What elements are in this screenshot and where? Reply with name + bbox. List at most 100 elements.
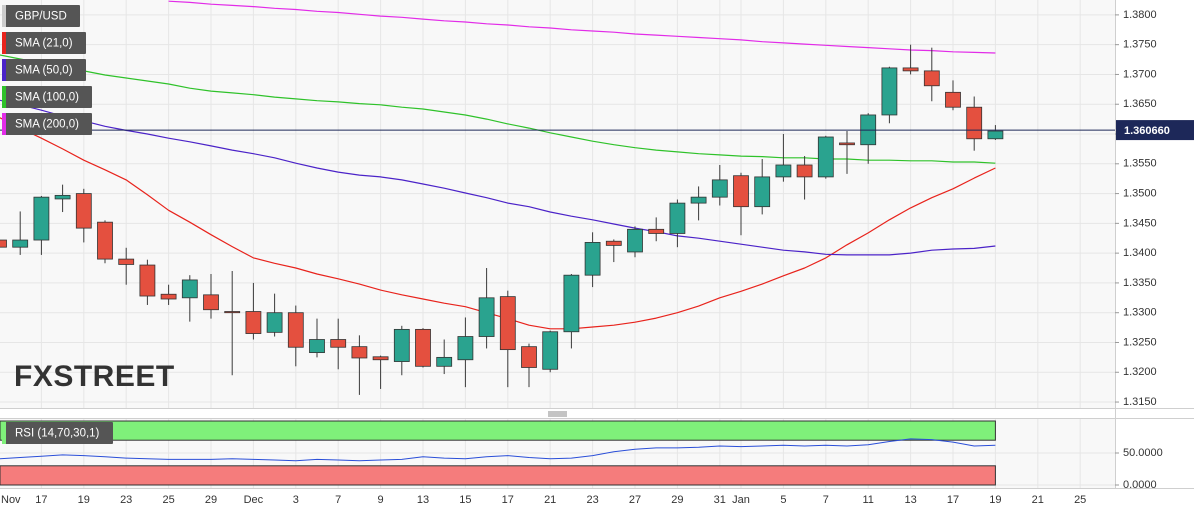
x-tick-label: 7 <box>823 494 829 506</box>
candle-body <box>203 294 219 311</box>
candle-body <box>372 356 389 361</box>
candle-body <box>966 106 983 140</box>
candle-body <box>245 311 262 334</box>
x-tick-label: Jan <box>732 494 750 506</box>
candle-body <box>224 311 241 314</box>
candle-body <box>415 328 431 367</box>
x-tick-label: 13 <box>904 494 916 506</box>
rsi-line <box>0 438 996 462</box>
x-tick-label: Dec <box>244 494 264 506</box>
y-tick-label: 1.3400 <box>1123 247 1157 259</box>
rsi-tick-label: 50.0000 <box>1123 447 1163 459</box>
legend-swatch <box>2 5 6 27</box>
legend-item[interactable]: SMA (50,0) <box>2 59 86 81</box>
y-tick-label: 1.3550 <box>1123 158 1157 170</box>
y-tick-label: 1.3750 <box>1123 39 1157 51</box>
candle-body <box>139 264 156 297</box>
axis-layer: 1.3150 1.3200 1.3250 1.3300 1.3350 1.3400 1.34… <box>1 9 1194 506</box>
rsi-band <box>0 420 996 441</box>
x-tick-label: 21 <box>544 494 556 506</box>
candle-body <box>627 228 643 253</box>
x-tick-label: 11 <box>862 494 873 506</box>
candle-body <box>690 196 707 204</box>
panel-resize-handle[interactable] <box>548 411 567 417</box>
x-tick-label: 17 <box>947 494 959 506</box>
candle-body <box>775 164 792 178</box>
candle-body <box>54 194 71 200</box>
candle-body <box>733 175 749 208</box>
legend-label: SMA (100,0) <box>15 92 79 104</box>
candle-body <box>118 258 135 265</box>
legend-label: GBP/USD <box>15 11 67 23</box>
y-tick-label: 1.3500 <box>1123 187 1157 199</box>
candle-body <box>605 240 622 246</box>
legend-swatch <box>2 113 6 135</box>
candle-body <box>75 193 92 229</box>
legend-label: SMA (50,0) <box>15 65 73 77</box>
candle-body <box>436 356 453 367</box>
x-tick-label: 25 <box>162 494 174 506</box>
candle-body <box>817 136 834 178</box>
y-tick-label: 1.3350 <box>1123 277 1157 289</box>
candle-body <box>711 179 728 198</box>
candle-body <box>796 164 813 178</box>
rsi-plot <box>0 420 996 486</box>
candle-body <box>97 221 113 260</box>
legend-item[interactable]: SMA (200,0) <box>2 113 92 135</box>
legend-box <box>2 86 92 108</box>
candle-body <box>584 242 601 276</box>
y-tick-label: 1.3450 <box>1123 217 1157 229</box>
candle-body <box>351 346 368 359</box>
legend-item[interactable]: SMA (100,0) <box>2 86 92 108</box>
x-tick-label: 17 <box>502 494 514 506</box>
candle-body <box>457 336 474 361</box>
candle-body <box>542 331 559 370</box>
x-tick-label: 7 <box>335 494 341 506</box>
legend-box <box>2 5 80 27</box>
x-tick-label: 23 <box>586 494 598 506</box>
y-tick-label: 1.3650 <box>1123 98 1157 110</box>
x-tick-label: 31 <box>714 494 726 506</box>
candle-body <box>881 67 898 116</box>
x-tick-label: 29 <box>671 494 683 506</box>
legend-label: SMA (200,0) <box>15 119 79 131</box>
candle-body <box>563 274 580 333</box>
x-tick-label: 13 <box>417 494 429 506</box>
candle-body <box>0 239 7 248</box>
candle-body <box>754 176 771 208</box>
legend-box <box>2 32 86 54</box>
sma-line <box>168 0 996 54</box>
x-tick-label: 21 <box>1032 494 1044 506</box>
y-tick-label: 1.3300 <box>1123 307 1157 319</box>
candle-body <box>478 297 495 337</box>
y-tick-label: 1.3700 <box>1123 68 1157 80</box>
y-tick-label: 1.3200 <box>1123 366 1157 378</box>
legend-swatch <box>2 59 6 81</box>
legend-swatch <box>2 86 6 108</box>
legend-box <box>2 59 86 81</box>
legend-swatch <box>2 422 6 444</box>
candle-body <box>923 70 940 87</box>
x-tick-label: 19 <box>989 494 1001 506</box>
candle-body <box>499 296 516 351</box>
x-tick-label: 9 <box>378 494 384 506</box>
x-tick-label: 29 <box>205 494 217 506</box>
rsi-legend-item[interactable]: RSI (14,70,30,1) <box>2 422 113 444</box>
legend-item[interactable]: SMA (21,0) <box>2 32 86 54</box>
candle-body <box>945 91 961 108</box>
legend-swatch <box>2 32 6 54</box>
current-price-label: 1.360660 <box>1124 125 1170 137</box>
sma-line <box>0 99 996 256</box>
candle-body <box>839 142 855 146</box>
candle-body <box>33 196 50 241</box>
sma-line <box>0 117 996 330</box>
x-tick-label: 3 <box>293 494 299 506</box>
legend-item[interactable]: GBP/USD <box>2 5 80 27</box>
candle-body <box>287 312 304 348</box>
candle-body <box>521 346 537 368</box>
x-tick-label: 23 <box>120 494 132 506</box>
x-tick-label: 25 <box>1074 494 1086 506</box>
x-tick-label: 19 <box>78 494 90 506</box>
candle-body <box>12 239 29 248</box>
